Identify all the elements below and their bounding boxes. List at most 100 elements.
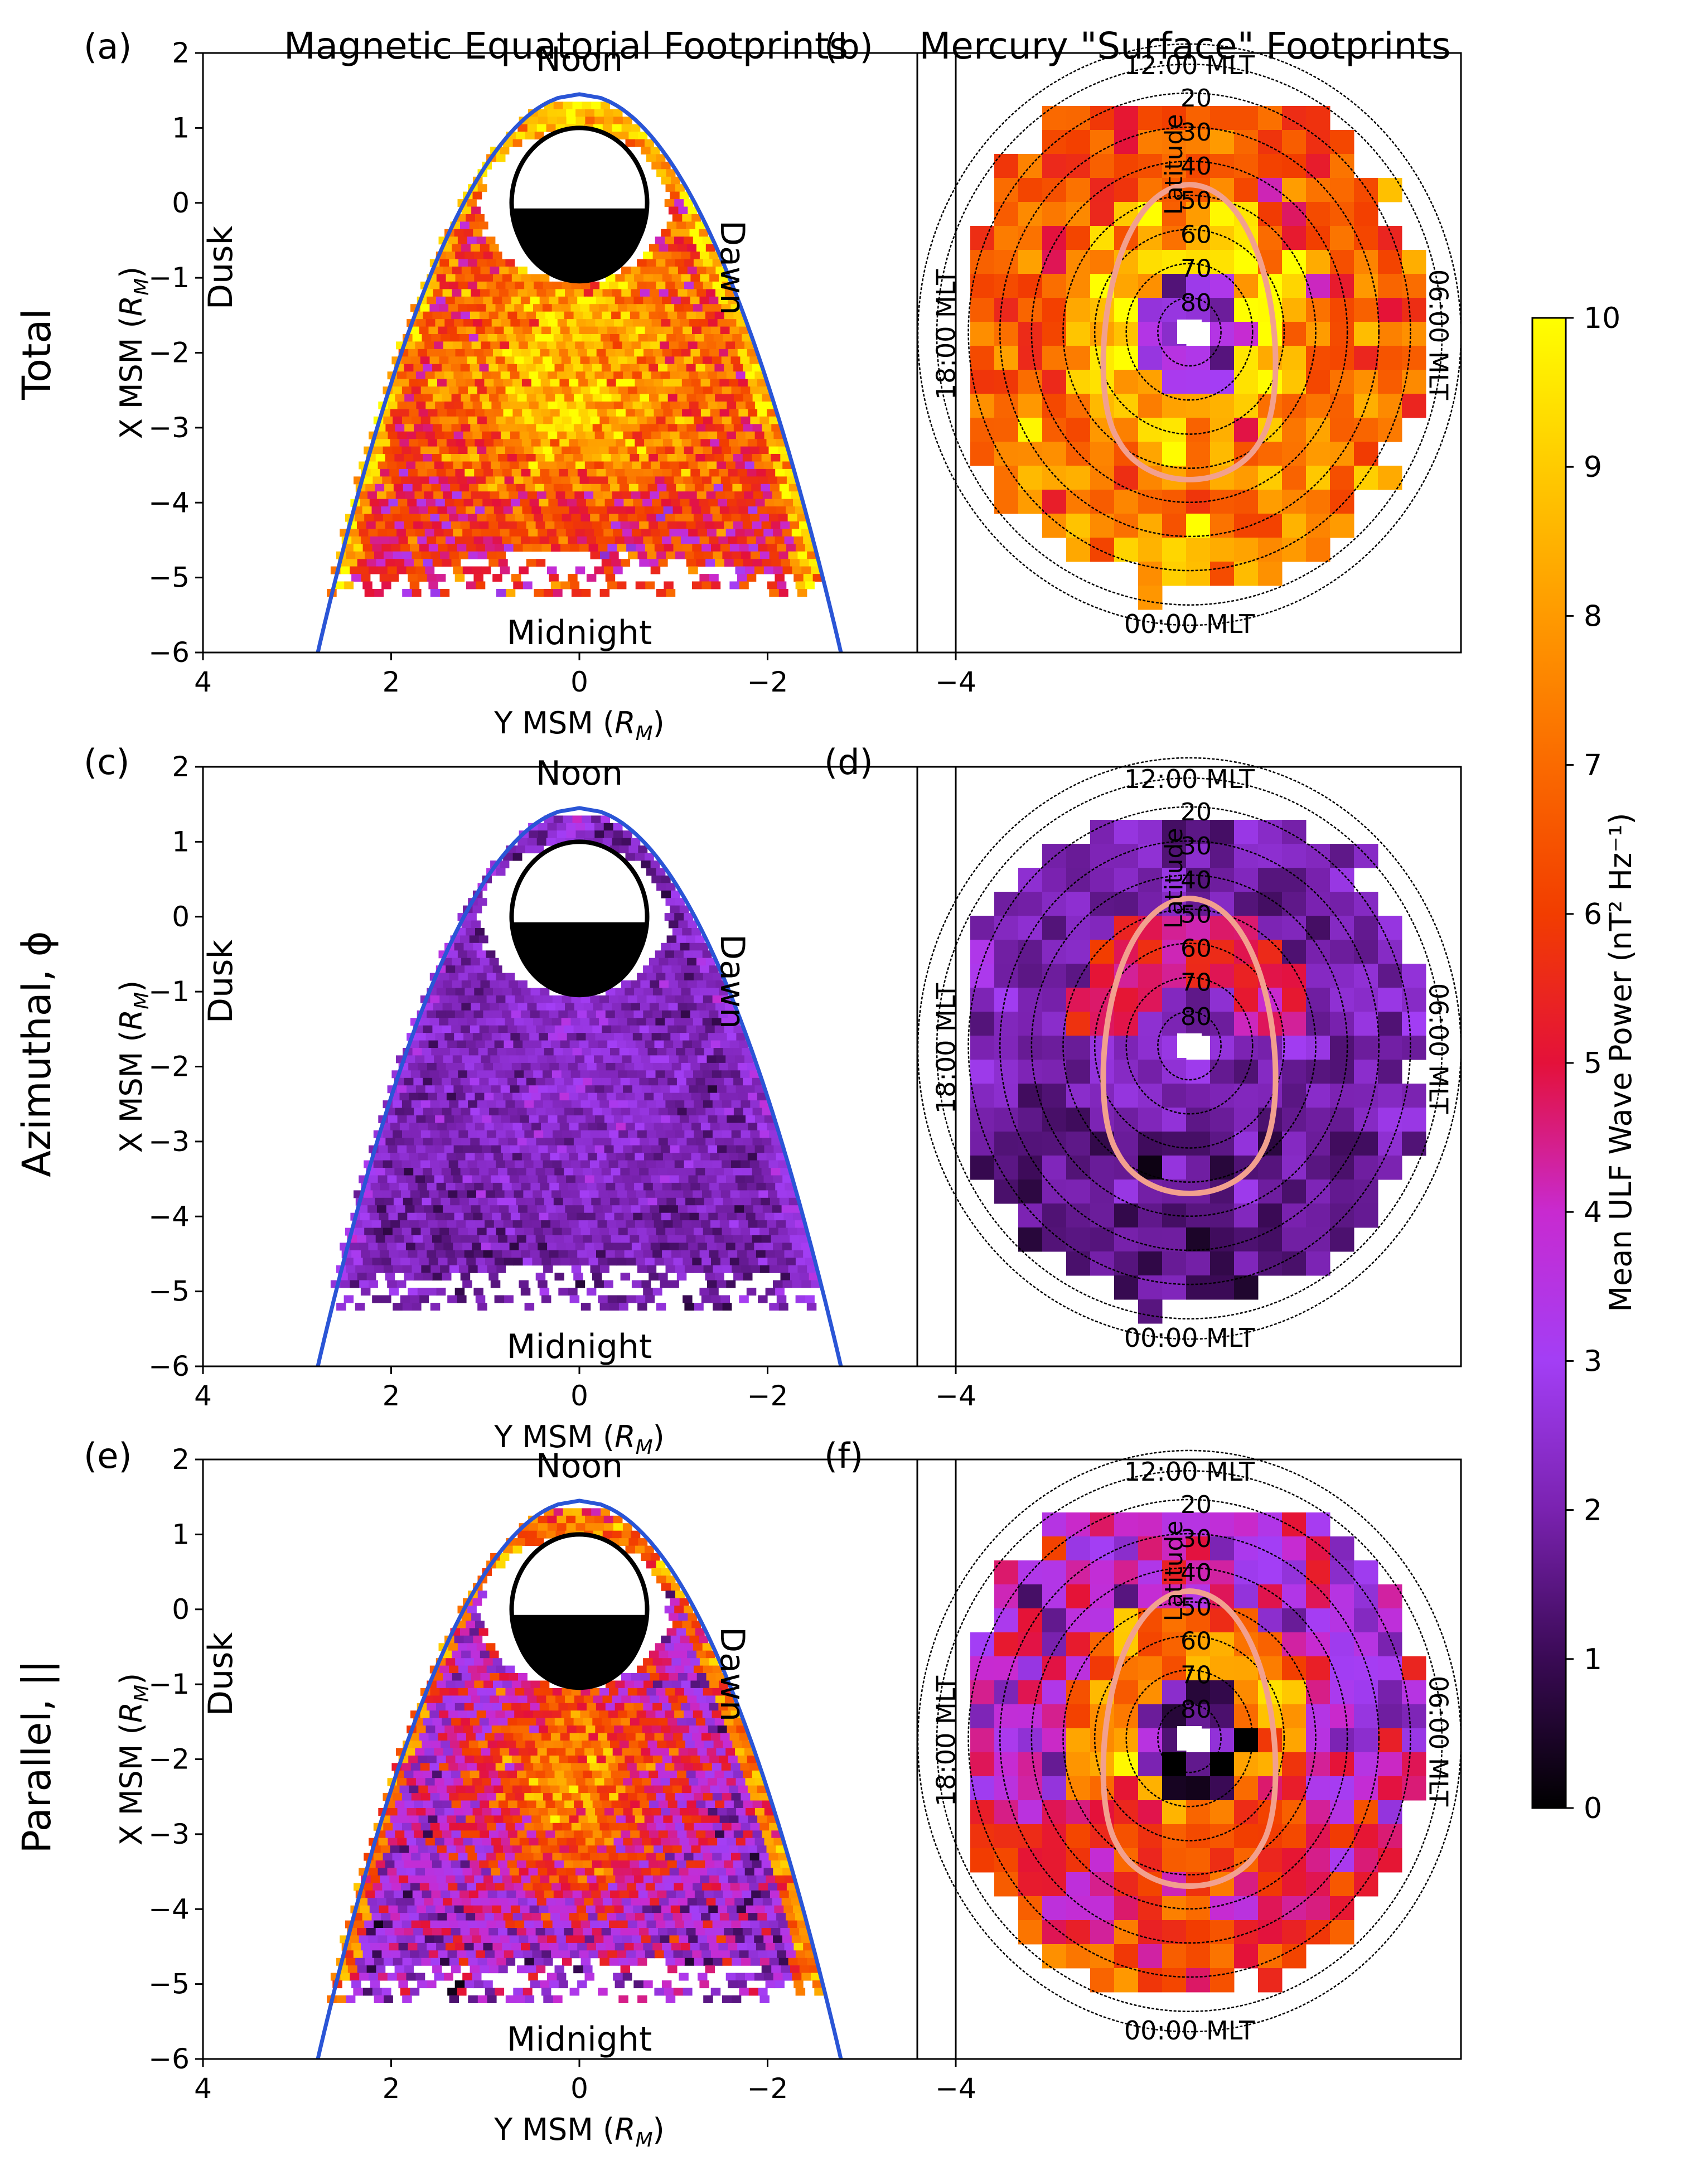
y-tick-label: −2: [148, 1051, 190, 1083]
latitude-rings: [967, 1499, 1411, 1978]
row-label-azimuthal: Azimuthal, ϕ: [14, 931, 60, 1177]
panel-a-equatorial-total: 4 2 0 −2 −4 2 1 0 −1 −2 −3 −4 −5 −6 Y MSM (RM) X MSM (R…: [114, 37, 976, 745]
y-tick-label: −2: [148, 337, 190, 369]
row-label-total: Total: [14, 308, 60, 400]
x-tick-label: 0: [570, 666, 588, 698]
noon-label: Noon: [536, 754, 623, 793]
equatorial-heatmap: [327, 1508, 824, 2003]
dawn-label: Dawn: [713, 1627, 752, 1722]
colorbar-tick-label: 4: [1584, 1196, 1602, 1229]
panel-letter-a: (a): [84, 26, 132, 67]
y-tick-label: −1: [148, 262, 190, 294]
outer-ring-inner: [936, 64, 1443, 606]
mlt-label-bottom: 00:00 MLT: [1124, 609, 1255, 639]
x-tick-label: 0: [570, 1380, 588, 1412]
mlt-label-bottom: 00:00 MLT: [1124, 2015, 1255, 2046]
x-tick-label: −2: [747, 666, 788, 698]
x-tick-label: −2: [747, 2072, 788, 2105]
panel-b-surface-total: 20 30 40 50 60 70 80 Latitude 12:00 MLT 00:00 MLT…: [916, 43, 1462, 654]
y-tick-label: −3: [148, 1818, 190, 1850]
midnight-label: Midnight: [507, 613, 652, 652]
y-tick-label: 2: [172, 751, 190, 783]
mlt-label-top: 12:00 MLT: [1124, 50, 1255, 80]
latitude-value-80: 80: [1180, 1695, 1212, 1724]
mlt-label-left: 18:00 MLT: [931, 1675, 961, 1806]
latitude-value-50: 50: [1180, 186, 1212, 215]
latitude-value-40: 40: [1180, 866, 1212, 895]
y-tick-label: −1: [148, 1668, 190, 1700]
x-tick-label: 4: [194, 2072, 212, 2105]
axes-frame: [916, 1458, 1462, 2060]
y-tick-label: 1: [172, 112, 190, 144]
auroral-oval: [1100, 181, 1279, 482]
latitude-rings: [967, 806, 1411, 1285]
y-tick-label: −5: [148, 1275, 190, 1308]
mlt-label-right: 06:00 MLT: [1424, 983, 1454, 1114]
y-axis-label: X MSM (RM): [114, 980, 153, 1153]
y-tick-label: 2: [172, 1443, 190, 1476]
panel-letter-c: (c): [84, 742, 129, 782]
colorbar: 0 1 2 3 4 5 6 7 8 9 10 Mean ULF Wave Power (nT² Hz…: [1531, 302, 1638, 1825]
noon-label: Noon: [536, 40, 623, 79]
y-tick-label: −6: [148, 2043, 190, 2075]
mlt-label-top: 12:00 MLT: [1124, 764, 1255, 794]
latitude-value-60: 60: [1180, 221, 1212, 249]
y-tick-label: 0: [172, 187, 190, 219]
mlt-label-right: 06:00 MLT: [1424, 269, 1454, 400]
x-axis-label: Y MSM (RM): [493, 705, 665, 745]
colorbar-ticks: 0 1 2 3 4 5 6 7 8 9 10: [1566, 302, 1620, 1825]
colorbar-tick-label: 8: [1584, 600, 1602, 633]
latitude-value-20: 20: [1180, 84, 1212, 113]
colorbar-tick-label: 6: [1584, 898, 1602, 931]
panel-letter-d: (d): [824, 742, 873, 782]
latitude-value-40: 40: [1180, 1559, 1212, 1587]
y-tick-label: 0: [172, 901, 190, 933]
latitude-value-70: 70: [1180, 1661, 1212, 1690]
y-tick-label: 2: [172, 37, 190, 69]
latitude-value-40: 40: [1180, 152, 1212, 181]
equatorial-heatmap: [327, 101, 822, 597]
latitude-axis-label: Latitude: [1160, 828, 1188, 929]
dawn-label: Dawn: [713, 934, 752, 1029]
colorbar-tick-label: 10: [1584, 302, 1620, 335]
planet-nightside: [511, 922, 647, 998]
midnight-label: Midnight: [507, 2020, 652, 2059]
panel-c-equatorial-azimuthal: 4 2 0 −2 −4 2 1 0 −1 −2 −3 −4 −5 −6 Y MSM (RM) X MSM (R…: [114, 751, 976, 1459]
latitude-value-20: 20: [1180, 1491, 1212, 1519]
mlt-label-bottom: 00:00 MLT: [1124, 1323, 1255, 1353]
y-axis-label: X MSM (RM): [114, 267, 153, 439]
x-tick-label: −2: [747, 1380, 788, 1412]
auroral-oval: [1100, 895, 1279, 1196]
latitude-axis-label: Latitude: [1160, 114, 1188, 215]
midnight-label: Midnight: [507, 1327, 652, 1366]
y-tick-label: −4: [148, 1200, 190, 1232]
y-tick-label: −4: [148, 486, 190, 519]
latitude-axis-label: Latitude: [1160, 1520, 1188, 1621]
colorbar-tick-label: 2: [1584, 1494, 1602, 1528]
y-tick-label: 0: [172, 1593, 190, 1626]
left-column-title: Magnetic Equatorial Footprints: [284, 25, 848, 67]
x-tick-label: −4: [935, 2072, 976, 2105]
y-tick-label: −3: [148, 1125, 190, 1158]
pole-marker: [1177, 320, 1202, 344]
latitude-value-30: 30: [1180, 118, 1212, 147]
x-tick-label: 0: [570, 2072, 588, 2105]
latitude-value-80: 80: [1180, 1003, 1212, 1031]
y-tick-label: −6: [148, 636, 190, 669]
x-tick-label: −4: [935, 1380, 976, 1412]
auroral-oval: [1100, 1588, 1279, 1889]
colorbar-tick-label: 5: [1584, 1047, 1602, 1080]
latitude-value-80: 80: [1180, 289, 1212, 317]
panel-letter-e: (e): [84, 1435, 132, 1476]
latitude-value-70: 70: [1180, 255, 1212, 283]
panel-d-surface-azimuthal: 20 30 40 50 60 70 80 Latitude 12:00 MLT 00:00 MLT…: [916, 757, 1462, 1367]
x-tick-label: 4: [194, 1380, 212, 1412]
latitude-value-50: 50: [1180, 900, 1212, 929]
latitude-value-20: 20: [1180, 798, 1212, 826]
latitude-value-50: 50: [1180, 1593, 1212, 1621]
dusk-label: Dusk: [201, 1632, 240, 1716]
row-label-parallel: Parallel, ||: [14, 1660, 60, 1854]
x-tick-label: 2: [383, 666, 400, 698]
latitude-rings: [967, 92, 1411, 572]
